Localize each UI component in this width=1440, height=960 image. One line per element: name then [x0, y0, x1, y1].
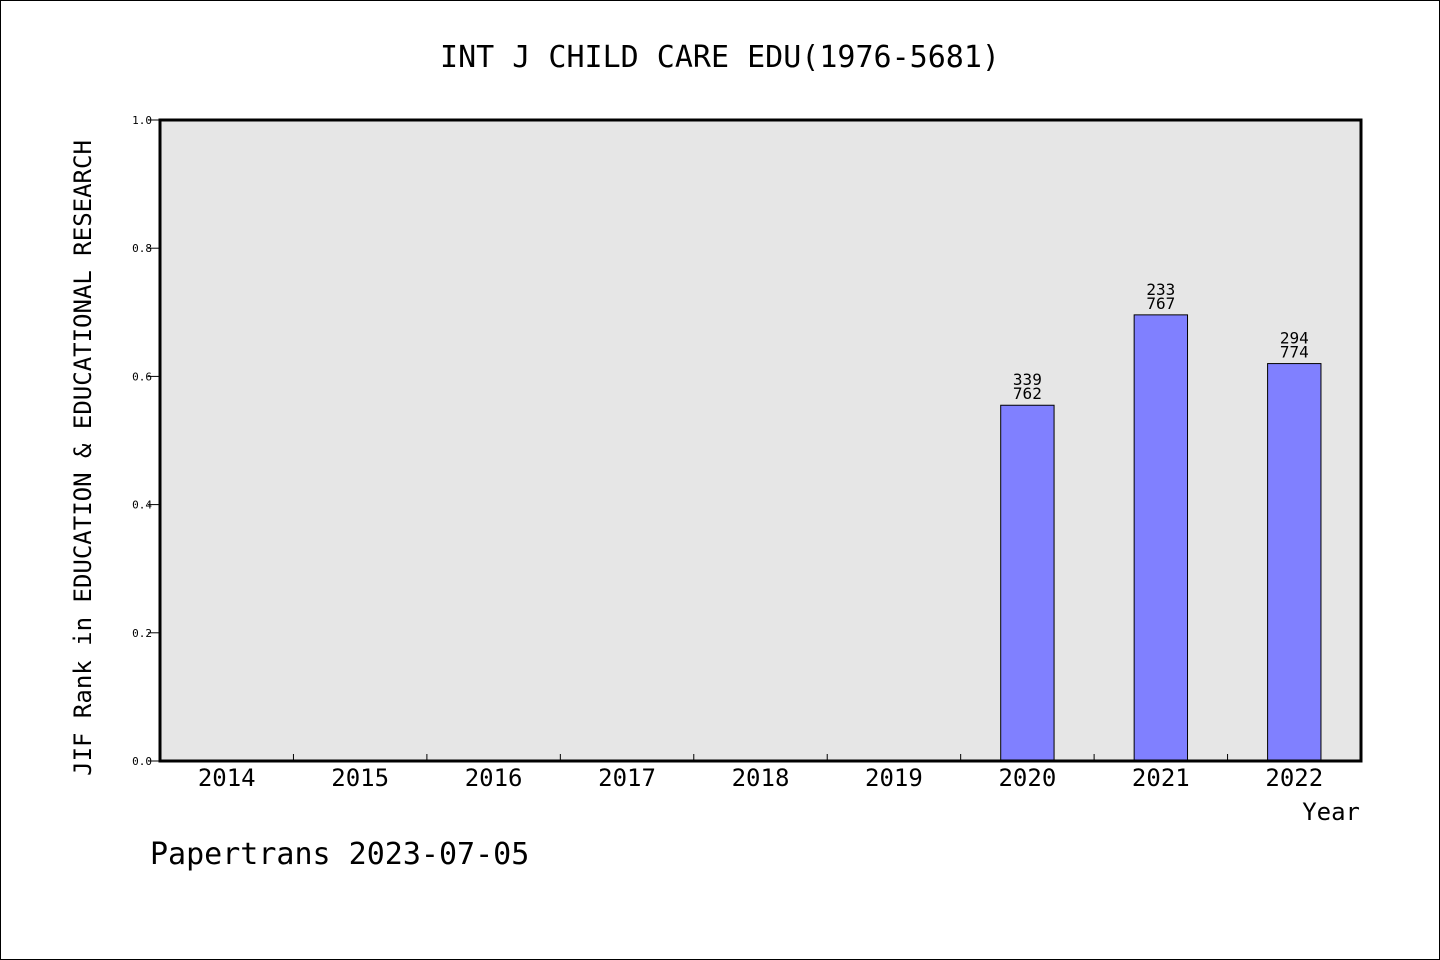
x-tick-label: 2015	[331, 764, 389, 792]
y-axis-ticks: 0.0 0.2 0.4 0.6 0.8 1.0	[132, 114, 160, 768]
x-axis-label: Year	[1302, 798, 1360, 826]
bar-2022	[1267, 363, 1322, 762]
y-tick-label: 0.2	[132, 627, 152, 640]
x-tick-label: 2016	[465, 764, 523, 792]
x-tick-label: 2019	[865, 764, 923, 792]
x-tick-label: 2020	[998, 764, 1056, 792]
y-tick-label: 0.4	[132, 499, 152, 512]
x-tick-label: 2018	[732, 764, 790, 792]
x-tick-label: 2022	[1265, 764, 1323, 792]
bar-2020	[1000, 404, 1055, 762]
y-tick-label: 1.0	[132, 114, 152, 127]
x-axis-ticks: 2014 2015 2016 2017 2018 2019 2020 2021 2022	[198, 754, 1323, 792]
y-tick-label: 0.8	[132, 242, 152, 255]
bar-label-rank: 339	[1013, 370, 1042, 389]
x-tick-label: 2017	[598, 764, 656, 792]
bar-label-total: 767	[1146, 294, 1175, 313]
bars-group	[1000, 314, 1322, 762]
x-tick-label: 2021	[1132, 764, 1190, 792]
y-tick-label: 0.6	[132, 370, 152, 383]
y-tick-label: 0.0	[132, 755, 152, 768]
bar-label-total: 762	[1013, 384, 1042, 403]
bar-label-rank: 294	[1280, 329, 1309, 348]
y-axis-label: JIF Rank in EDUCATION & EDUCATIONAL RESE…	[69, 140, 97, 776]
bar-2021	[1133, 314, 1189, 762]
bar-label-rank: 233	[1146, 280, 1175, 299]
x-tick-label: 2014	[198, 764, 256, 792]
footer-credit: Papertrans 2023-07-05	[150, 837, 529, 872]
bar-label-total: 774	[1280, 343, 1309, 362]
plot-border	[158, 118, 1363, 763]
chart-title: INT J CHILD CARE EDU(1976-5681)	[440, 40, 1000, 75]
